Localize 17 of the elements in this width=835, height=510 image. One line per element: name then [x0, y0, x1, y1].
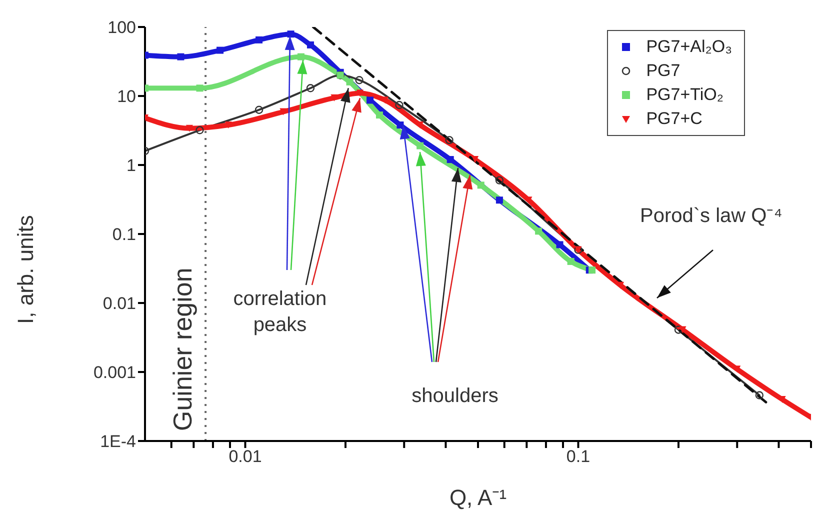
- legend-label: PG7+C: [646, 108, 702, 130]
- ref-line-label: Guinier region: [168, 268, 198, 431]
- annotation: shoulders: [412, 385, 498, 407]
- annotation: Porod`s law Q⁻⁴: [640, 205, 782, 227]
- y-tick-label: 1: [126, 156, 136, 176]
- legend-label: PG7+Al₂O₃: [646, 36, 732, 58]
- y-axis-title: I, arb. units: [12, 215, 38, 324]
- y-tick-label: 100: [108, 18, 136, 38]
- legend-label: PG7+TiO₂: [646, 84, 724, 106]
- y-tick-label: 1E-4: [100, 432, 136, 452]
- y-tick-label: 0.01: [102, 294, 136, 314]
- y-tick-label: 0.1: [112, 225, 136, 244]
- y-tick-label: 0.001: [93, 363, 136, 382]
- legend-label: PG7: [646, 60, 680, 82]
- x-axis-title: Q, A⁻¹: [449, 485, 507, 510]
- annotation: correlation peaks: [233, 288, 327, 336]
- y-tick-label: 10: [117, 87, 136, 106]
